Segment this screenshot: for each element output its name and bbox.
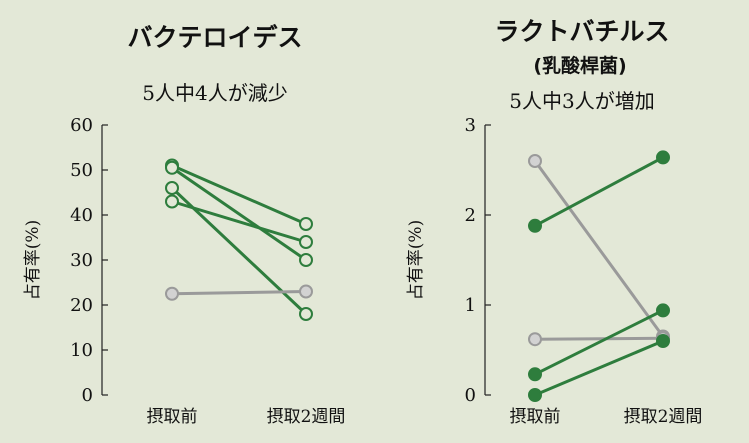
y-tick-label: 1 (465, 295, 476, 316)
x-category-label: 摂取2週間 (267, 407, 346, 427)
series-line (170, 164, 308, 226)
y-tick-label: 50 (70, 160, 93, 181)
series-line (533, 308, 665, 376)
y-tick-label: 10 (70, 340, 93, 361)
data-point (656, 303, 670, 318)
panel-2-title-line2: (乳酸桿菌) (533, 54, 626, 77)
series-line (533, 159, 665, 338)
panel-bacteroides: バクテロイデス 5人中4人が減少 占有率(%) 0 10 20 30 40 50 60 摂取前… (23, 23, 345, 427)
y-tick-label: 0 (82, 385, 93, 406)
y-tick-label: 40 (70, 205, 93, 226)
panel-1-subtitle: 5人中4人が減少 (142, 81, 287, 105)
data-point (299, 284, 313, 299)
y-tick-label: 3 (465, 115, 476, 136)
y-tick-label: 60 (70, 115, 93, 136)
data-point (528, 154, 542, 168)
data-point (528, 388, 542, 402)
y-tick-label: 30 (70, 250, 93, 271)
series-line (170, 290, 308, 296)
data-point (656, 150, 670, 165)
series-line (533, 155, 665, 228)
panel-lactobacillus: ラクトバチルス (乳酸桿菌) 5人中3人が増加 占有率(%) 0 1 2 3 摂取前 摂取… (406, 17, 702, 427)
y-tick-label: 20 (70, 295, 93, 316)
x-category-label: 摂取2週間 (624, 407, 703, 427)
data-point (165, 286, 179, 301)
panel-1-series (165, 158, 313, 321)
panel-2-subtitle: 5人中3人が増加 (509, 89, 654, 113)
panel-2-ylabel: 占有率(%) (406, 220, 426, 300)
data-point (528, 218, 542, 233)
y-tick-label: 0 (465, 385, 476, 406)
data-point (299, 307, 313, 321)
x-category-label: 摂取前 (510, 407, 561, 427)
panel-1-axes: 0 10 20 30 40 50 60 摂取前 摂取2週間 (70, 115, 345, 427)
series-line (533, 336, 665, 341)
panel-1-ylabel: 占有率(%) (23, 220, 43, 300)
data-point (299, 217, 313, 231)
data-point (165, 194, 179, 209)
y-tick-label: 2 (465, 205, 476, 226)
x-category-label: 摂取前 (147, 407, 198, 427)
data-point (656, 334, 670, 348)
data-point (165, 181, 179, 195)
data-point (165, 160, 179, 175)
panel-2-series (528, 150, 670, 402)
data-point (528, 367, 542, 382)
panel-1-title: バクテロイデス (127, 23, 302, 52)
data-point (299, 253, 313, 267)
panel-2-title: ラクトバチルス (494, 17, 669, 46)
series-line (170, 166, 308, 262)
panel-2-axes: 0 1 2 3 摂取前 摂取2週間 (465, 115, 703, 427)
data-point (528, 332, 542, 347)
data-point (299, 235, 313, 249)
series-line (533, 339, 665, 397)
series-line (170, 200, 308, 244)
